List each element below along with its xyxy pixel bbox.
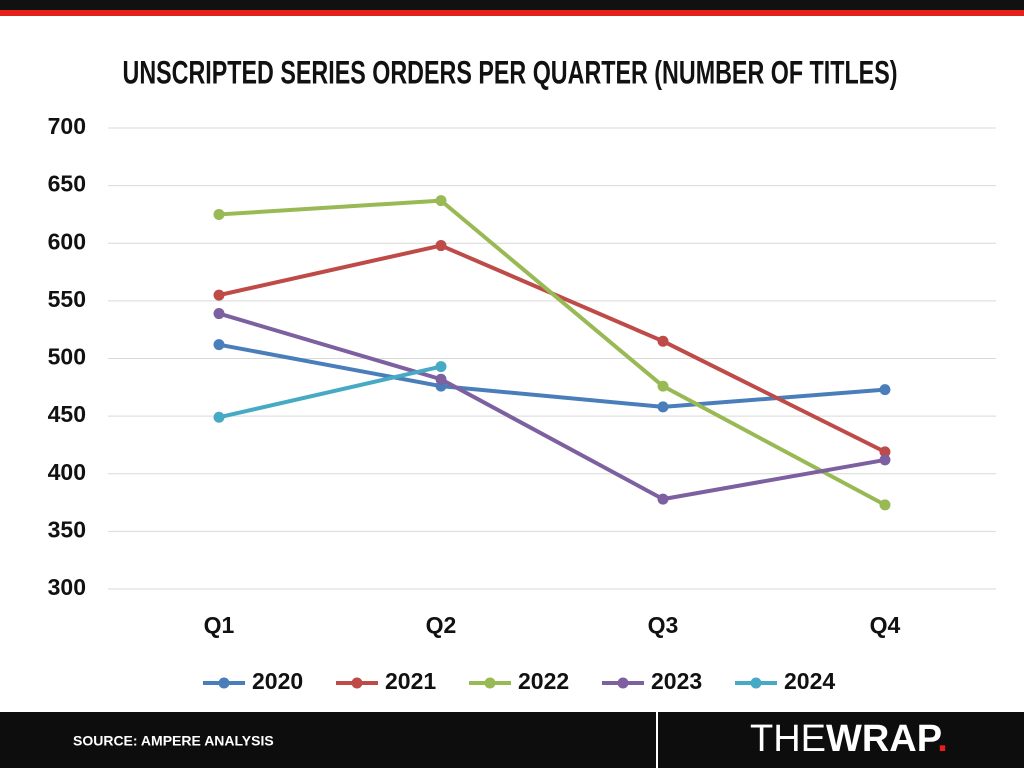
data-point bbox=[657, 493, 669, 505]
series-line bbox=[218, 364, 442, 420]
legend-marker bbox=[351, 677, 363, 689]
data-point bbox=[435, 361, 447, 373]
source: SOURCE: AMPERE ANALYSIS bbox=[73, 733, 274, 749]
brand-bold: WRAP bbox=[826, 718, 942, 760]
y-tick-label: 600 bbox=[48, 228, 86, 254]
data-point bbox=[213, 339, 225, 351]
legend-label: 2023 bbox=[651, 668, 702, 694]
y-tick-label: 350 bbox=[48, 516, 86, 542]
plot: 300 350 400 450 500 550 600 650 700 Q1 Q2 Q3 Q4 2020 2… bbox=[48, 113, 996, 694]
footer-bar bbox=[0, 712, 1024, 768]
y-tick-label: 300 bbox=[48, 574, 86, 600]
y-tick-label: 700 bbox=[48, 113, 86, 139]
legend-label: 2022 bbox=[518, 668, 569, 694]
data-point bbox=[435, 240, 447, 252]
y-tick-label: 550 bbox=[48, 286, 86, 312]
legend-marker bbox=[218, 677, 230, 689]
data-point bbox=[213, 308, 225, 320]
top-stripe bbox=[0, 10, 1024, 16]
y-tick-label: 500 bbox=[48, 344, 86, 370]
data-point bbox=[657, 401, 669, 413]
legend-label: 2020 bbox=[252, 668, 303, 694]
data-point bbox=[213, 289, 225, 301]
x-tick-label: Q3 bbox=[648, 612, 679, 638]
x-tick-label: Q2 bbox=[426, 612, 457, 638]
series-line bbox=[218, 342, 886, 409]
brand-dot: . bbox=[937, 718, 948, 760]
chart-title: UNSCRIPTED SERIES ORDERS PER QUARTER (NU… bbox=[123, 54, 898, 90]
legend-marker bbox=[750, 677, 762, 689]
y-tick-label: 400 bbox=[48, 459, 86, 485]
x-tick-label: Q1 bbox=[204, 612, 235, 638]
data-point bbox=[657, 335, 669, 347]
top-bar bbox=[0, 0, 1024, 10]
series-line bbox=[218, 243, 886, 454]
legend-marker bbox=[484, 677, 496, 689]
data-point bbox=[879, 499, 891, 511]
brand: THEWRAP. bbox=[750, 718, 948, 760]
x-tick-label: Q4 bbox=[870, 612, 901, 638]
data-point bbox=[879, 384, 891, 396]
data-point bbox=[435, 195, 447, 207]
y-tick-label: 650 bbox=[48, 171, 86, 197]
data-point bbox=[879, 454, 891, 466]
y-tick-label: 450 bbox=[48, 401, 86, 427]
data-point bbox=[879, 446, 891, 458]
data-point bbox=[435, 373, 447, 385]
legend-marker bbox=[617, 677, 629, 689]
data-point bbox=[213, 411, 225, 423]
data-point bbox=[213, 208, 225, 220]
legend-label: 2024 bbox=[784, 668, 835, 694]
data-point bbox=[657, 380, 669, 392]
series-line bbox=[218, 198, 886, 507]
brand-light: THE bbox=[750, 718, 826, 760]
legend-label: 2021 bbox=[385, 668, 436, 694]
series-line bbox=[218, 311, 886, 502]
